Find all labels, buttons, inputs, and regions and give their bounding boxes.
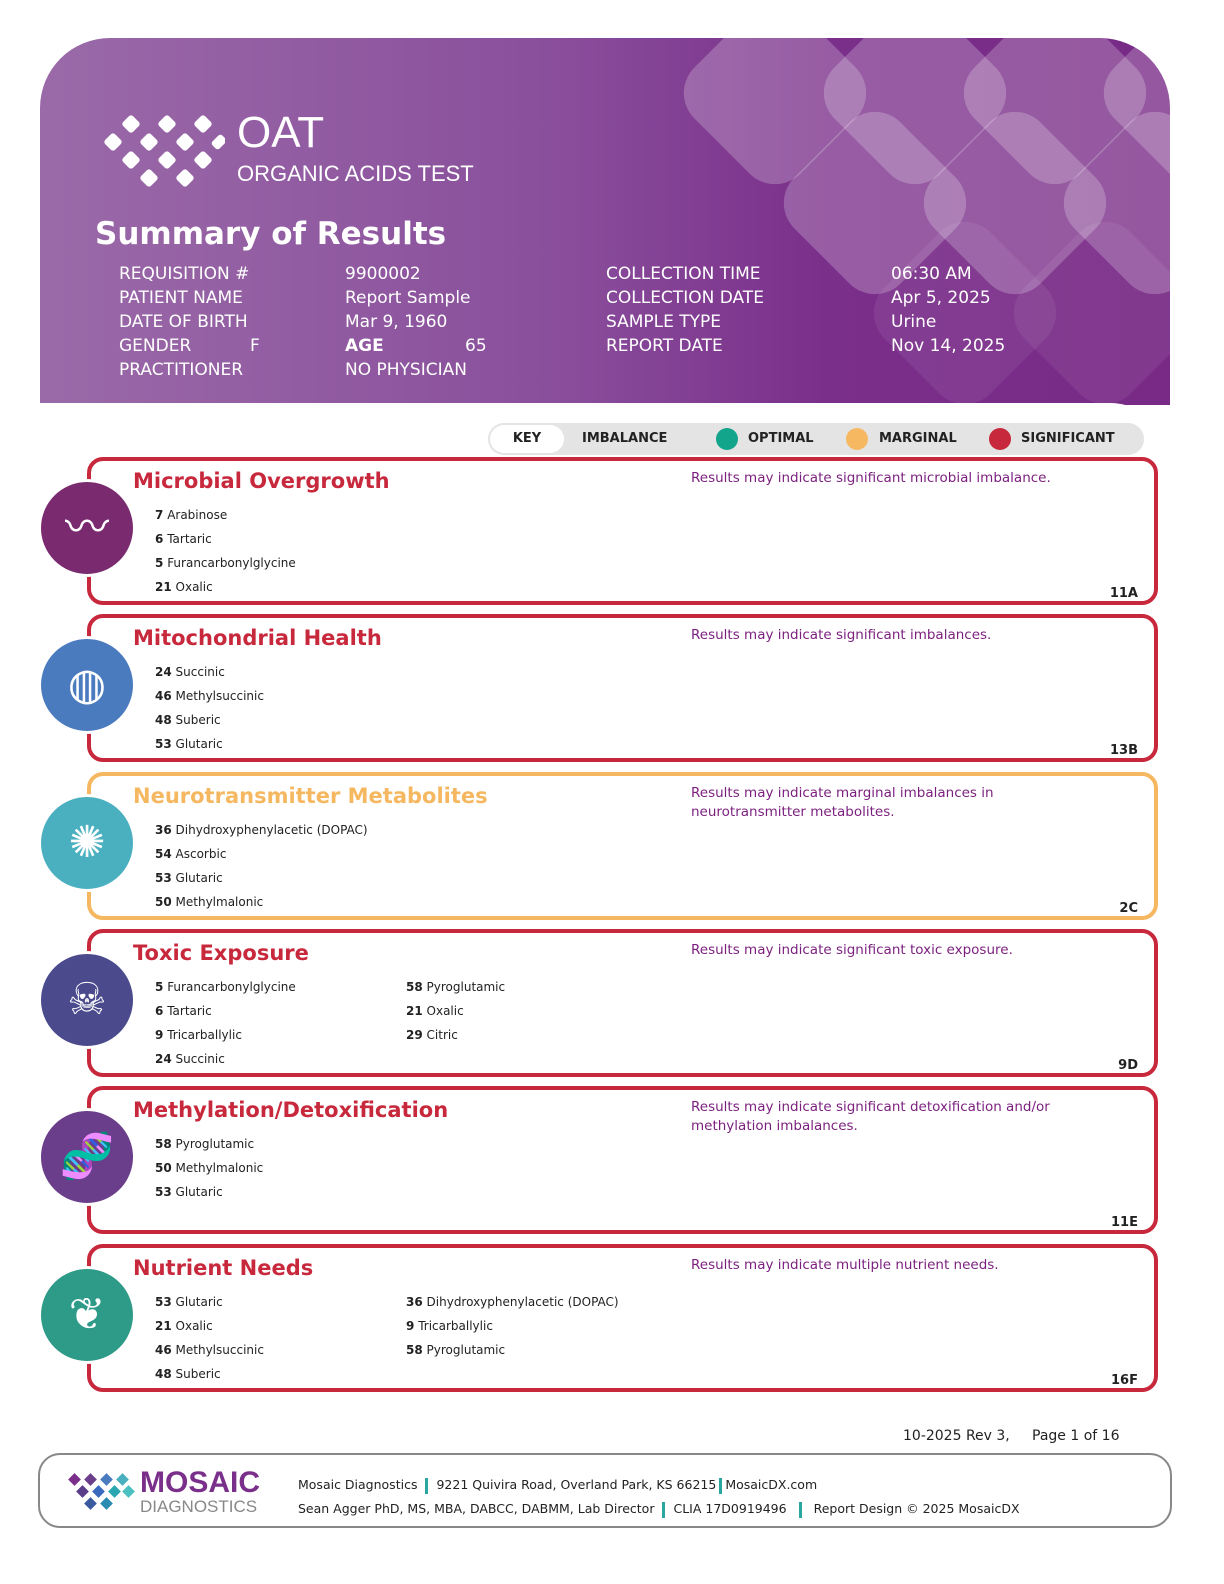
section-message: Results may indicate significant toxic e… xyxy=(691,941,1013,958)
analyte-item: 29 Citric xyxy=(406,1027,458,1042)
section-code: 13B xyxy=(1110,743,1138,759)
section-card: Microbial Overgrowth 7 Arabinose 6 Tartari… xyxy=(87,457,1158,605)
analyte-list: 36 Dihydroxyphenylacetic (DOPAC) 54 Ascor… xyxy=(155,818,368,914)
analyte-item: 58 Pyroglutamic xyxy=(406,1342,506,1357)
section-title: Nutrient Needs xyxy=(133,1255,314,1280)
mitochondria-icon: ◍ xyxy=(38,636,136,735)
analyte-item: 21 Oxalic xyxy=(406,1003,464,1018)
intestine-icon: 〰 xyxy=(38,479,136,577)
section-code: 9D xyxy=(1118,1057,1138,1073)
mosaic-logo-text: MOSAIC xyxy=(140,1466,260,1499)
analyte-item: 48 Suberic xyxy=(155,1366,221,1381)
section-title: Toxic Exposure xyxy=(133,940,309,965)
analyte-item: 53 Glutaric xyxy=(155,737,223,752)
section-title: Mitochondrial Health xyxy=(133,626,382,651)
analyte-item: 6 Tartaric xyxy=(155,1003,212,1018)
analyte-item: 53 Glutaric xyxy=(155,870,223,885)
analyte-list: 53 Glutaric 21 Oxalic 46 Methylsuccinic 48 … xyxy=(155,1290,264,1386)
analyte-item: 36 Dihydroxyphenylacetic (DOPAC) xyxy=(155,822,368,837)
analyte-item: 48 Suberic xyxy=(155,713,221,728)
section-message: Results may indicate significant imbalan… xyxy=(691,627,992,644)
brand-subtitle: ORGANIC ACIDS TEST xyxy=(237,161,474,186)
analyte-list: 24 Succinic 46 Methylsuccinic 48 Suberic 53… xyxy=(155,660,264,756)
section-code: 11A xyxy=(1109,586,1138,601)
section-message: Results may indicate significant microbi… xyxy=(691,470,1051,486)
dna-methyl-icon: 🧬 xyxy=(38,1108,136,1207)
analyte-item: 50 Methylmalonic xyxy=(155,894,264,909)
section-card: Mitochondrial Health 24 Succinic 46 Methyl… xyxy=(87,614,1158,763)
optimal-dot-icon xyxy=(716,428,738,450)
analyte-item: 5 Furancarbonylglycine xyxy=(155,979,296,994)
marginal-dot-icon xyxy=(846,428,868,450)
section-card: Neurotransmitter Metabolites 36 Dihydroxy… xyxy=(87,771,1158,920)
key-label: KEY xyxy=(490,425,564,453)
footer-line-2: Sean Agger PhD, MS, MBA, DABCC, DABMM, L… xyxy=(298,1501,1020,1518)
oat-logo-icon xyxy=(104,115,225,187)
collection-values: 06:30 AM Apr 5, 2025 Urine Nov 14, 2025 xyxy=(891,264,1006,356)
page-title: Summary of Results xyxy=(95,216,447,252)
brand-title: OAT xyxy=(237,108,325,157)
section-title: Neurotransmitter Metabolites xyxy=(133,783,488,808)
significant-dot-icon xyxy=(989,428,1011,450)
section-message: Results may indicate marginal imbalances… xyxy=(691,784,994,820)
analyte-list: 7 Arabinose 6 Tartaric 5 Furancarbonylglyc… xyxy=(155,503,296,599)
collection-labels: COLLECTION TIME COLLECTION DATE SAMPLE TYP… xyxy=(606,264,764,356)
marginal-label: MARGINAL xyxy=(879,431,957,446)
page-info: 10-2025 Rev 3, Page 1 of 16 xyxy=(903,1428,1120,1444)
analyte-item: 46 Methylsuccinic xyxy=(155,689,264,704)
analyte-list: 36 Dihydroxyphenylacetic (DOPAC) 9 Tricar… xyxy=(406,1290,619,1362)
analyte-item: 24 Succinic xyxy=(155,665,225,680)
significant-label: SIGNIFICANT xyxy=(1021,431,1115,446)
analyte-list: 5 Furancarbonylglycine 6 Tartaric 9 Tricar… xyxy=(155,975,296,1071)
brain-neuron-icon: ✺ xyxy=(38,793,136,892)
section-code: 16F xyxy=(1111,1372,1138,1388)
website-link[interactable]: MosaicDX.com xyxy=(725,1477,818,1492)
vegetables-bowl-icon: ❦ xyxy=(38,1265,136,1364)
footer-line-1: Mosaic Diagnostics 9221 Quivira Road, Ove… xyxy=(298,1477,818,1494)
section-title: Microbial Overgrowth xyxy=(133,469,390,493)
section-card: Toxic Exposure 5 Furancarbonylglycine 6 Ta… xyxy=(87,928,1158,1077)
analyte-item: 6 Tartaric xyxy=(155,532,212,546)
section-message: Results may indicate multiple nutrient n… xyxy=(691,1256,999,1273)
footer: MOSAIC DIAGNOSTICS Mosaic Diagnostics 922… xyxy=(38,1453,1172,1528)
analyte-item: 58 Pyroglutamic xyxy=(155,1137,255,1152)
section-message: Results may indicate significant detoxif… xyxy=(691,1099,1050,1135)
optimal-label: OPTIMAL xyxy=(748,431,814,446)
toxic-chemicals-icon: ☠ xyxy=(38,950,136,1049)
analyte-item: 9 Tricarballylic xyxy=(406,1318,493,1333)
mosaic-logo-subtext: DIAGNOSTICS xyxy=(140,1497,258,1516)
mosaic-logo-icon xyxy=(68,1473,135,1510)
analyte-item: 21 Oxalic xyxy=(155,1318,213,1333)
analyte-item: 5 Furancarbonylglycine xyxy=(155,556,296,570)
analyte-item: 53 Glutaric xyxy=(155,1294,223,1309)
analyte-item: 50 Methylmalonic xyxy=(155,1161,264,1176)
patient-labels-left: REQUISITION # PATIENT NAME DATE OF BIRTH G… xyxy=(119,264,260,380)
analyte-list: 58 Pyroglutamic 50 Methylmalonic 53 Glutar… xyxy=(155,1132,263,1204)
imbalance-label: IMBALANCE xyxy=(582,431,668,446)
section-title: Methylation/Detoxification xyxy=(133,1098,449,1123)
patient-values-left: 9900002 Report Sample Mar 9, 1960 AGE 65 NO… xyxy=(345,264,487,380)
analyte-item: 58 Pyroglutamic xyxy=(406,979,506,994)
section-code: 2C xyxy=(1119,900,1138,916)
analyte-item: 21 Oxalic xyxy=(155,580,213,594)
status-key-legend: KEY IMBALANCE OPTIMAL MARGINAL SIGNIFICA… xyxy=(488,423,1144,455)
report-header: OAT ORGANIC ACIDS TEST Summary of Result… xyxy=(40,38,1170,405)
section-card: Methylation/Detoxification 58 Pyroglutami… xyxy=(87,1086,1158,1235)
section-code: 11E xyxy=(1111,1215,1138,1231)
analyte-item: 46 Methylsuccinic xyxy=(155,1342,264,1357)
analyte-item: 36 Dihydroxyphenylacetic (DOPAC) xyxy=(406,1294,619,1309)
analyte-item: 7 Arabinose xyxy=(155,508,228,522)
section-card: Nutrient Needs 53 Glutaric 21 Oxalic 46 Met… xyxy=(87,1243,1158,1392)
analyte-item: 24 Succinic xyxy=(155,1051,225,1066)
analyte-item: 53 Glutaric xyxy=(155,1185,223,1200)
analyte-list: 58 Pyroglutamic 21 Oxalic 29 Citric xyxy=(406,975,505,1047)
analyte-item: 9 Tricarballylic xyxy=(155,1027,242,1042)
analyte-item: 54 Ascorbic xyxy=(155,846,227,861)
